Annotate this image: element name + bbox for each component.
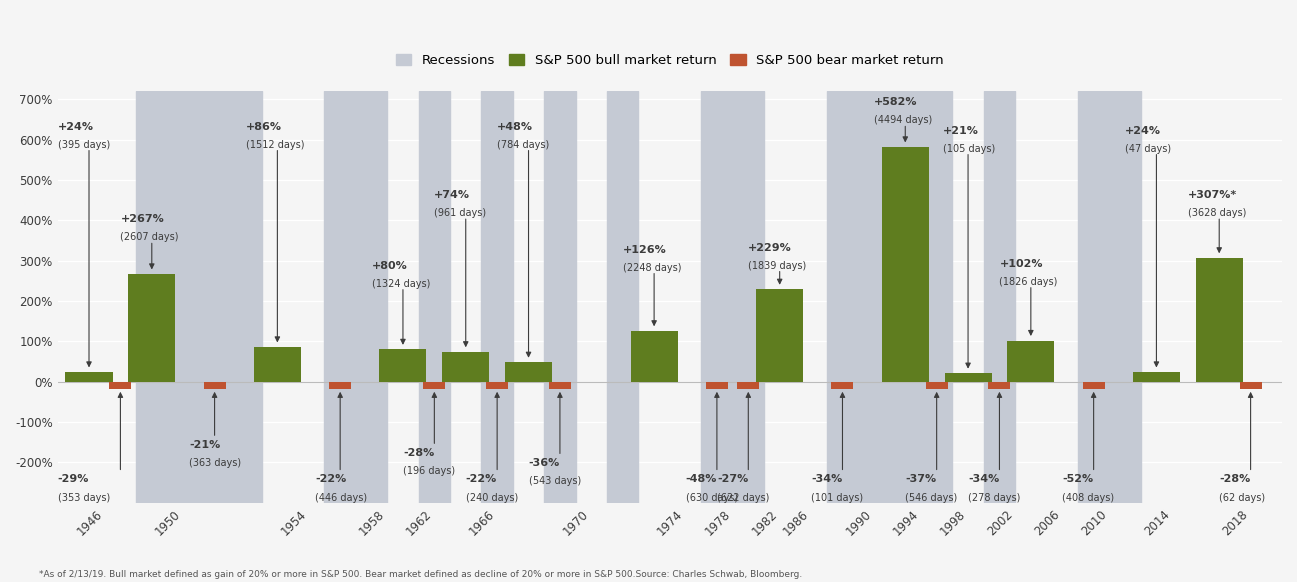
Legend: Recessions, S&P 500 bull market return, S&P 500 bear market return: Recessions, S&P 500 bull market return, …: [390, 48, 949, 72]
Bar: [737, 382, 759, 389]
Text: +102%: +102%: [1000, 259, 1043, 269]
Bar: [882, 147, 929, 382]
Text: +86%: +86%: [246, 122, 281, 132]
Bar: [983, 91, 1016, 503]
Text: (62 days): (62 days): [1219, 492, 1266, 502]
Bar: [1083, 382, 1105, 389]
Text: -28%: -28%: [1219, 474, 1250, 484]
Text: -28%: -28%: [403, 448, 434, 458]
Text: (543 days): (543 days): [529, 477, 581, 487]
Text: +80%: +80%: [371, 261, 407, 271]
Bar: [254, 347, 301, 382]
Bar: [380, 349, 427, 382]
Text: -52%: -52%: [1062, 474, 1093, 484]
Bar: [481, 91, 512, 503]
Text: (546 days): (546 days): [905, 492, 957, 502]
Bar: [109, 382, 131, 389]
Text: -36%: -36%: [529, 459, 560, 469]
Text: (2607 days): (2607 days): [121, 232, 179, 243]
Bar: [1078, 91, 1141, 503]
Bar: [442, 352, 489, 382]
Text: +24%: +24%: [1124, 126, 1161, 136]
Text: (363 days): (363 days): [189, 458, 241, 469]
Text: +582%: +582%: [874, 97, 917, 108]
Text: (4494 days): (4494 days): [874, 115, 933, 126]
Text: (408 days): (408 days): [1062, 492, 1114, 502]
Bar: [128, 274, 175, 382]
Text: (196 days): (196 days): [403, 466, 455, 476]
Text: (47 days): (47 days): [1124, 144, 1171, 154]
Text: (630 days): (630 days): [686, 492, 738, 502]
Text: (784 days): (784 days): [497, 140, 550, 150]
Bar: [831, 382, 853, 389]
Bar: [486, 382, 508, 389]
Text: (240 days): (240 days): [466, 492, 518, 502]
Text: -29%: -29%: [57, 474, 89, 484]
Bar: [419, 91, 450, 503]
Bar: [423, 382, 445, 389]
Bar: [1008, 340, 1054, 382]
Text: (278 days): (278 days): [968, 492, 1021, 502]
Text: +307%*: +307%*: [1188, 190, 1237, 200]
Text: -37%: -37%: [905, 474, 936, 484]
Text: (353 days): (353 days): [57, 492, 110, 502]
Bar: [826, 91, 890, 503]
Bar: [926, 382, 948, 389]
Text: (3628 days): (3628 days): [1188, 208, 1246, 218]
Text: (1839 days): (1839 days): [748, 261, 807, 271]
Bar: [136, 91, 262, 503]
Text: *As of 2/13/19. Bull market defined as gain of 20% or more in S&P 500. Bear mark: *As of 2/13/19. Bull market defined as g…: [39, 570, 802, 579]
Bar: [607, 91, 638, 503]
Text: -22%: -22%: [315, 474, 346, 484]
Text: +48%: +48%: [497, 122, 533, 132]
Bar: [706, 382, 728, 389]
Text: -27%: -27%: [717, 474, 748, 484]
Bar: [756, 289, 803, 382]
Text: +24%: +24%: [57, 122, 93, 132]
Bar: [545, 91, 576, 503]
Bar: [329, 382, 351, 389]
Text: (961 days): (961 days): [434, 208, 486, 218]
Text: -34%: -34%: [968, 474, 999, 484]
Bar: [549, 382, 571, 389]
Text: (1324 days): (1324 days): [371, 279, 429, 289]
Text: (1512 days): (1512 days): [246, 140, 305, 150]
Text: (622 days): (622 days): [717, 492, 769, 502]
Text: (105 days): (105 days): [943, 144, 995, 154]
Bar: [988, 382, 1010, 389]
Bar: [65, 372, 113, 382]
Bar: [630, 331, 677, 382]
Text: (1826 days): (1826 days): [1000, 277, 1058, 287]
Bar: [204, 382, 226, 389]
Text: -48%: -48%: [686, 474, 717, 484]
Text: -22%: -22%: [466, 474, 497, 484]
Bar: [702, 91, 764, 503]
Text: (101 days): (101 days): [811, 492, 864, 502]
Text: (446 days): (446 days): [315, 492, 367, 502]
Text: -34%: -34%: [811, 474, 842, 484]
Bar: [944, 373, 992, 382]
Bar: [1240, 382, 1262, 389]
Text: +21%: +21%: [943, 126, 979, 136]
Bar: [890, 91, 952, 503]
Text: +126%: +126%: [623, 244, 667, 254]
Text: -21%: -21%: [189, 440, 220, 450]
Text: (2248 days): (2248 days): [623, 262, 681, 273]
Text: +74%: +74%: [434, 190, 471, 200]
Text: +267%: +267%: [121, 214, 165, 225]
Bar: [505, 362, 553, 382]
Text: +229%: +229%: [748, 243, 792, 253]
Text: (395 days): (395 days): [57, 140, 110, 150]
Bar: [324, 91, 388, 503]
Bar: [1196, 258, 1243, 382]
Bar: [1132, 372, 1180, 382]
